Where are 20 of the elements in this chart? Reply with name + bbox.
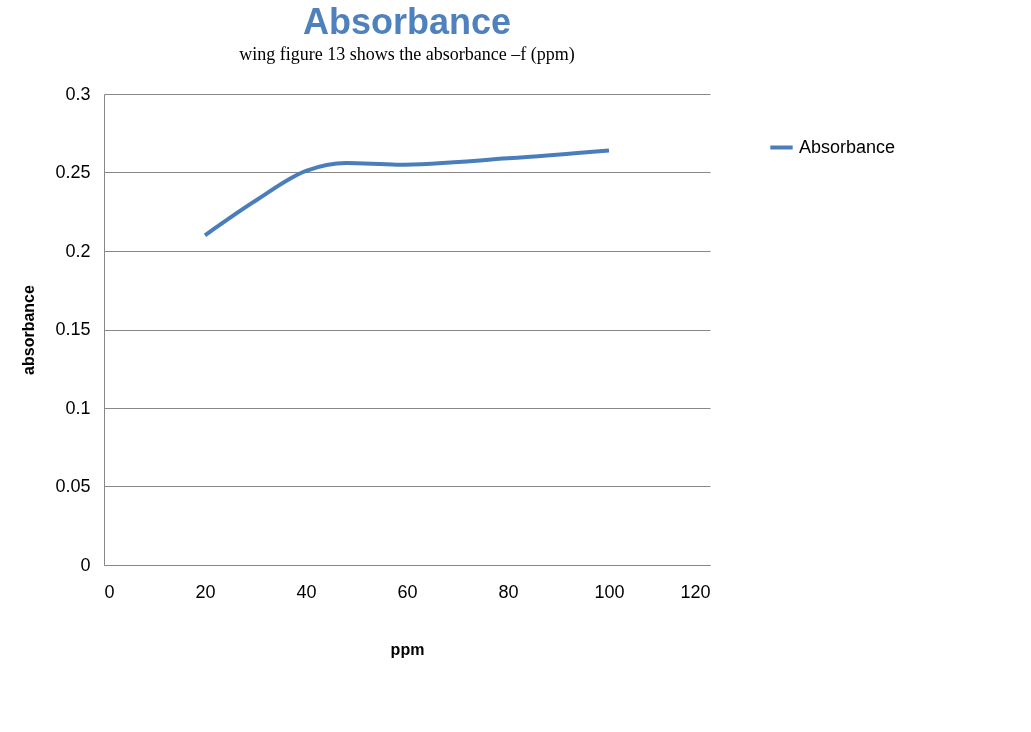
x-tick-label: 80 bbox=[498, 581, 519, 602]
x-tick-label: 100 bbox=[594, 581, 625, 602]
y-tick-label: 0.15 bbox=[55, 319, 91, 339]
x-tick-label: 0 bbox=[104, 581, 115, 602]
legend-label: Absorbance bbox=[799, 136, 896, 157]
x-tick-label: 120 bbox=[680, 581, 711, 602]
y-tick-label: 0.2 bbox=[65, 240, 91, 261]
y-tick-label: 0.05 bbox=[55, 476, 91, 496]
chart-title: Absorbance bbox=[302, 1, 512, 42]
x-tick-label: 20 bbox=[195, 581, 216, 602]
x-axis-title: ppm bbox=[390, 640, 425, 658]
y-axis-title: absorbance bbox=[20, 284, 38, 375]
line-series bbox=[203, 148, 611, 238]
y-tick-label: 0 bbox=[80, 554, 91, 575]
y-tick-label: 0.3 bbox=[65, 83, 91, 104]
x-tick-label: 60 bbox=[397, 581, 418, 602]
y-tick-label: 0.25 bbox=[55, 162, 91, 182]
text: wing figure 13 shows the absorbance –f (ppm) bbox=[239, 44, 575, 65]
x-tick-label: 40 bbox=[296, 581, 317, 602]
y-tick-label: 0.1 bbox=[65, 397, 91, 418]
